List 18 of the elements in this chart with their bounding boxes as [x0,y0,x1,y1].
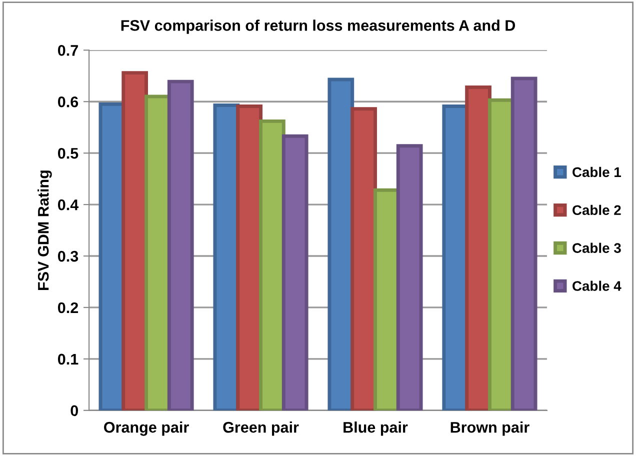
x-tick-label: Orange pair [104,422,189,436]
chart-title: FSV comparison of return loss measurements A and D [121,20,516,34]
y-tick-label: 0.7 [58,45,78,56]
legend-label: Cable 2 [572,204,621,216]
x-tick-label: Brown pair [450,422,530,436]
x-tick-label: Blue pair [344,422,408,436]
legend-label: Cable 1 [572,166,621,178]
y-tick-label: 0.4 [58,199,79,210]
y-tick-label: 0.1 [58,354,78,365]
y-tick-label: 0.2 [58,302,78,314]
legend-label: Cable 3 [572,242,621,253]
x-tick-label: Green pair [223,422,299,436]
y-axis-title: FSV GDM Rating [38,170,52,290]
legend-label: Cable 4 [572,280,622,291]
y-tick-label: 0.3 [58,250,78,262]
y-tick-label: 0 [70,405,78,416]
y-tick-label: 0.6 [58,96,78,108]
y-tick-label: 0.5 [58,148,78,159]
